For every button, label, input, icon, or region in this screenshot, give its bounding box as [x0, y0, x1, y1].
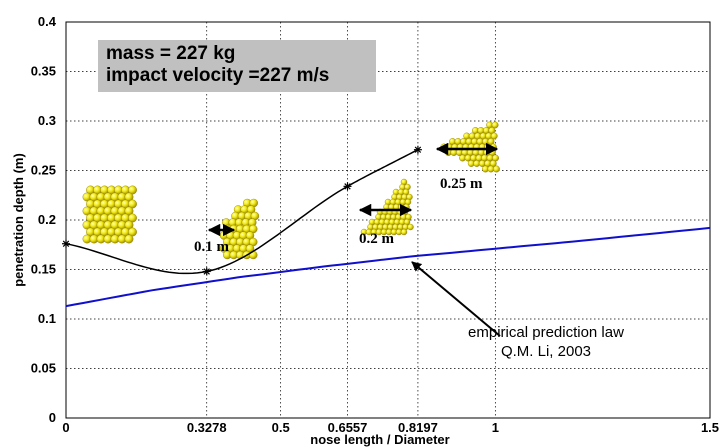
simulation-markers [62, 145, 422, 276]
data-point-marker [62, 239, 70, 248]
projectile-image-cylinder [82, 185, 137, 244]
y-tick-label: 0.3 [38, 113, 56, 128]
y-tick-label: 0 [49, 410, 56, 425]
x-tick-label: 0.8197 [398, 420, 438, 435]
x-tick-label: 0.3278 [187, 420, 227, 435]
x-tick-label: 0.6557 [328, 420, 368, 435]
y-tick-label: 0.4 [38, 14, 57, 29]
simulation-line [65, 149, 419, 275]
annotation-line-1: empirical prediction law [468, 324, 624, 341]
data-point-marker [343, 182, 352, 191]
x-tick-label: 1.5 [701, 420, 719, 435]
y-tick-label: 0.1 [38, 311, 56, 326]
x-tick-label: 1 [492, 420, 499, 435]
y-tick-label: 0.05 [31, 361, 56, 376]
y-tick-label: 0.15 [31, 262, 56, 277]
y-tick-label: 0.2 [38, 212, 56, 227]
size-label: 0.2 m [359, 231, 395, 247]
info-box: mass = 227 kg impact velocity =227 m/s [98, 40, 376, 92]
data-point-marker [202, 267, 211, 276]
projectile-image-nose-0-2 [360, 178, 414, 236]
plot-frame [65, 21, 711, 419]
empirical-prediction-line [65, 226, 711, 308]
info-velocity: impact velocity =227 m/s [106, 65, 330, 86]
data-point-marker [413, 145, 422, 154]
grid-lines [66, 22, 710, 418]
y-tick-label: 0.25 [31, 163, 56, 178]
size-label: 0.1 m [194, 239, 230, 255]
size-label: 0.25 m [440, 176, 483, 192]
x-axis-label: nose length / Diameter [310, 432, 449, 447]
annotation-line-2: Q.M. Li, 2003 [501, 343, 591, 360]
x-tick-label: 0 [62, 420, 69, 435]
y-tick-label: 0.35 [31, 64, 56, 79]
y-axis-label: penetration depth (m) [11, 153, 26, 287]
tick-labels: 0 0.3278 0.5 0.6557 0.8197 1 1.5 0 0.05 0.1 0.15 0.… [31, 14, 719, 435]
projectile-image-nose-0-25 [440, 121, 500, 173]
annotation-arrow [411, 261, 501, 337]
x-tick-label: 0.5 [272, 420, 290, 435]
info-mass: mass = 227 kg [106, 43, 236, 64]
